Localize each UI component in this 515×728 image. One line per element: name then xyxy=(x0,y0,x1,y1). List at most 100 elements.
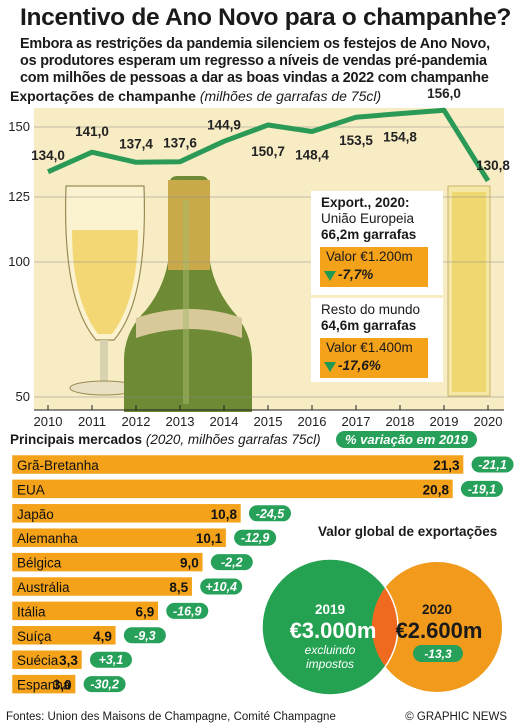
change-label: -9,3 xyxy=(134,629,156,643)
bar xyxy=(11,674,76,694)
category-label: Austrália xyxy=(17,580,70,595)
bar xyxy=(11,552,204,572)
footer-credit: © GRAPHIC NEWS xyxy=(405,711,507,723)
x-tick-label: 2013 xyxy=(166,414,195,429)
data-label: 137,6 xyxy=(163,136,197,151)
change-label: -16,9 xyxy=(173,604,202,618)
change-pill xyxy=(471,456,514,473)
venn-circle-2020 xyxy=(372,562,502,692)
bar xyxy=(11,479,454,499)
venn-2020-change-pill xyxy=(413,645,463,662)
markets-chart-header: Principais mercados (2020, milhões garra… xyxy=(10,432,321,447)
venn-2020-year: 2020 xyxy=(422,602,452,617)
bar xyxy=(11,649,83,670)
bar xyxy=(11,527,227,548)
bar xyxy=(11,625,117,646)
champagne-glass-icon xyxy=(65,185,145,396)
x-tick-label: 2012 xyxy=(122,414,151,429)
exports-chart-header: Exportações de champanhe (milhões de gar… xyxy=(10,88,381,104)
x-axis: 2010 2011 2012 2013 2014 2015 2016 2017 2018 2019… xyxy=(34,405,504,429)
category-label: Alemanha xyxy=(17,531,78,546)
eu-value-box: Valor €1.200m -7,7% xyxy=(320,247,428,287)
category-label: Suécia xyxy=(17,653,59,668)
bar-value-label: 3,3 xyxy=(59,653,78,668)
data-label: 156,0 xyxy=(427,86,461,101)
eu-info-line-1: Export., 2020: xyxy=(321,195,410,210)
bar-value-label: 21,3 xyxy=(433,458,460,473)
y-tick-label: 100 xyxy=(8,254,30,269)
x-tick-label: 2014 xyxy=(210,414,239,429)
data-label: 153,5 xyxy=(339,133,373,148)
row-info-line-2: 64,6m garrafas xyxy=(321,318,417,333)
bar-value-label: 3,0 xyxy=(53,678,72,693)
change-label: -19,1 xyxy=(468,482,497,496)
exports-line-chart: 50 100 125 150 2010 2011 2012 2013 2014 2015 2016… xyxy=(8,86,510,429)
eu-change: -7,7% xyxy=(338,267,374,282)
x-tick-label: 2011 xyxy=(78,414,106,429)
category-label: Itália xyxy=(17,604,46,619)
subtitle-line-3: com milhões de pessoas a dar as boas vin… xyxy=(20,70,489,86)
change-pill xyxy=(234,529,277,546)
markets-header-title: Principais mercados xyxy=(10,432,143,447)
change-label: -24,5 xyxy=(256,507,286,521)
x-tick-label: 2017 xyxy=(342,414,371,429)
change-label: +10,4 xyxy=(205,580,237,594)
bar-value-label: 6,9 xyxy=(135,604,154,619)
y-tick-label: 150 xyxy=(8,119,30,134)
data-label: 137,4 xyxy=(119,136,153,151)
eu-info-line-3: 66,2m garrafas xyxy=(321,227,417,242)
venn-2019-note-2: impostos xyxy=(306,657,354,671)
change-pill xyxy=(200,578,243,595)
category-label: EUA xyxy=(17,482,45,497)
venn-2020-value: €2.600m xyxy=(396,618,483,643)
eu-info-line-2: União Europeia xyxy=(321,211,415,226)
change-label: -12,9 xyxy=(241,531,270,545)
venn-2019-note-1: excluindo xyxy=(305,643,356,657)
change-pill xyxy=(166,602,209,619)
venn-outline xyxy=(261,558,399,696)
data-label: 134,0 xyxy=(31,148,65,163)
row-value-box: Valor €1.400m -17,6% xyxy=(320,338,428,378)
change-pill xyxy=(123,627,166,644)
bar-value-label: 20,8 xyxy=(423,482,450,497)
champagne-bottle-icon xyxy=(124,176,252,412)
change-label: +3,1 xyxy=(99,653,124,667)
data-label: 144,9 xyxy=(207,117,241,132)
change-label: -30,2 xyxy=(90,678,119,692)
category-label: Bélgica xyxy=(17,556,62,571)
change-pill xyxy=(83,676,126,693)
venn-title: Valor global de exportações xyxy=(318,524,498,539)
bar-value-label: 8,5 xyxy=(169,580,188,595)
subtitle-line-1: Embora as restrições da pandemia silenci… xyxy=(20,36,490,52)
data-label: 130,8 xyxy=(476,158,510,173)
subtitle-line-2: os produtores esperam um regresso a níve… xyxy=(20,53,487,69)
y-tick-label: 125 xyxy=(8,189,30,204)
data-label: 154,8 xyxy=(383,130,417,145)
down-triangle-icon xyxy=(324,362,336,372)
bar xyxy=(11,576,193,597)
category-label: Suíça xyxy=(17,629,52,644)
exports-series-line xyxy=(46,107,491,183)
x-tick-label: 2010 xyxy=(34,414,63,429)
exports-header-unit: (milhões de garrafas de 75cl) xyxy=(199,88,382,104)
data-labels: 134,0 141,0 137,4 137,6 144,9 150,7 148,4 153,5… xyxy=(31,86,510,173)
row-info-line-1: Resto do mundo xyxy=(321,302,421,317)
down-triangle-icon xyxy=(324,271,336,281)
data-label: 148,4 xyxy=(295,147,329,162)
x-tick-label: 2020 xyxy=(474,414,503,429)
venn-diagram: 2019 €3.000m excluindo impostos 2020 €2.… xyxy=(261,558,502,696)
category-label: Espanha xyxy=(17,678,71,693)
category-label: Grã-Bretanha xyxy=(17,458,99,473)
row-info-box: Resto do mundo 64,6m garrafas Valor €1.4… xyxy=(311,298,443,382)
data-label: 150,7 xyxy=(251,144,285,159)
change-column-header: % variação em 2019 xyxy=(336,431,477,448)
markets-bar-chart: Grã-Bretanha 21,3 -21,1 EUA 20,8 -19,1 Japão 10… xyxy=(11,454,514,694)
change-label: -21,1 xyxy=(478,458,507,472)
markets-header-unit: (2020, milhões garrafas 75cl) xyxy=(145,432,321,447)
change-pill xyxy=(89,651,132,668)
x-tick-label: 2016 xyxy=(298,414,327,429)
x-tick-label: 2018 xyxy=(386,414,415,429)
change-label: -2,2 xyxy=(221,556,243,570)
venn-2019-value: €3.000m xyxy=(290,618,377,643)
row-change: -17,6% xyxy=(338,358,381,373)
